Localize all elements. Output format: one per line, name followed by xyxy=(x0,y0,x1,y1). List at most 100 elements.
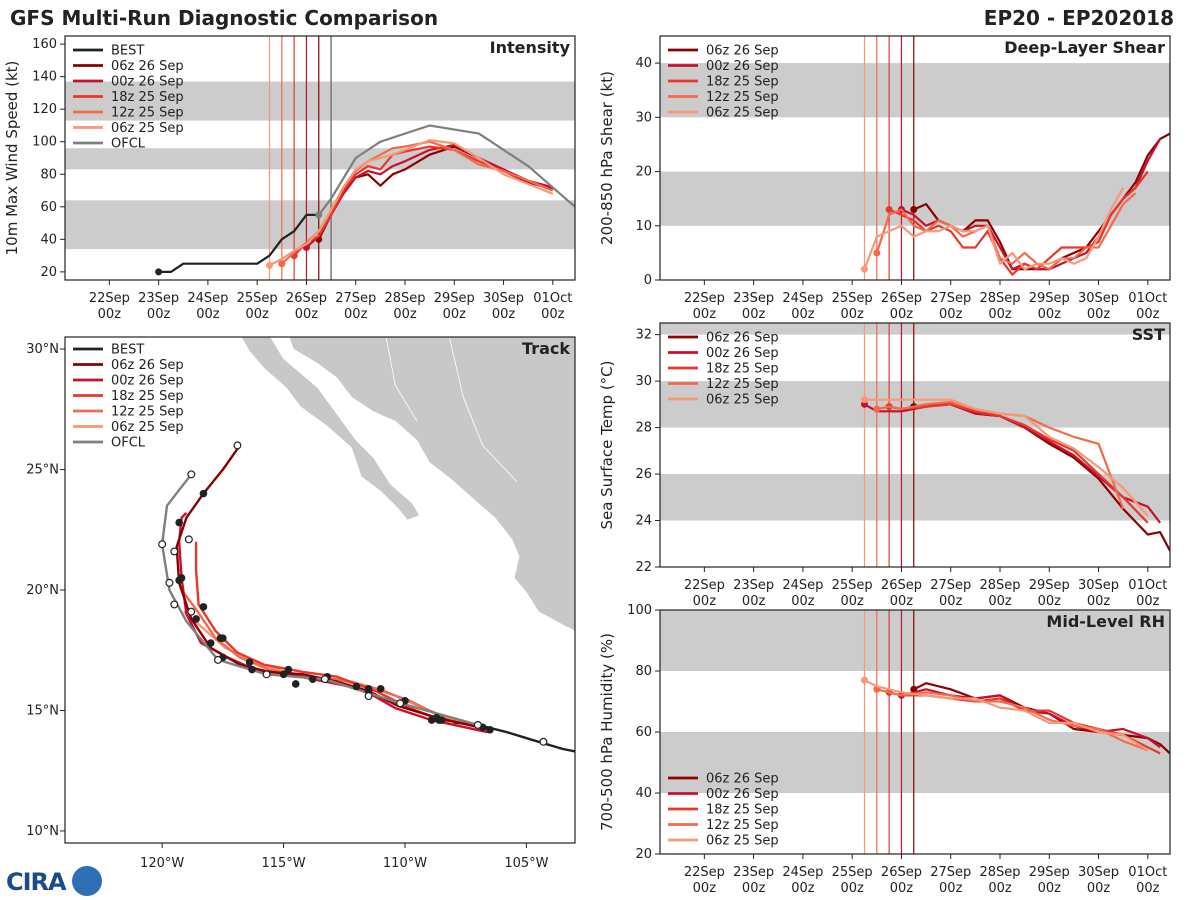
x-tick-label: 24Sep xyxy=(187,291,228,306)
x-tick-label: 27Sep xyxy=(930,865,971,880)
track-00z-26-sep xyxy=(177,512,488,734)
x-tick-label: 29Sep xyxy=(434,291,475,306)
y-axis-label: Sea Surface Temp (°C) xyxy=(598,360,616,529)
track-open-point-ofcl xyxy=(262,670,271,679)
panel-sst: 22242628303222Sep00z23Sep00z24Sep00z25Se… xyxy=(598,322,1171,609)
y-tick-label: 22 xyxy=(635,560,652,575)
cira-logo-emblem xyxy=(72,866,102,896)
map-area xyxy=(158,337,575,753)
x-tick-hour-label: 00z xyxy=(840,881,864,896)
x-tick-hour-label: 00z xyxy=(393,307,417,322)
x-tick-hour-label: 00z xyxy=(1038,307,1062,322)
track-point-12z-25-sep xyxy=(279,670,288,679)
x-tick-hour-label: 00z xyxy=(693,594,717,609)
y-tick-label: 20 xyxy=(635,847,652,862)
x-tick-label: 29Sep xyxy=(1029,865,1070,880)
y-tick-label: 140 xyxy=(32,70,57,85)
x-tick-hour-label: 00z xyxy=(742,881,766,896)
x-tick-label: 30Sep xyxy=(1078,291,1119,306)
y-tick-label: 32 xyxy=(635,328,652,343)
track-ofcl xyxy=(160,473,479,727)
x-tick-label: 28Sep xyxy=(979,291,1020,306)
x-tick-hour-label: 00z xyxy=(196,307,220,322)
legend-label: 06z 26 Sep xyxy=(706,772,779,787)
x-tick-label: 28Sep xyxy=(979,865,1020,880)
series-best xyxy=(158,213,319,273)
track-open-point-ofcl xyxy=(233,441,242,450)
y-tick-label: 30°N xyxy=(26,342,59,357)
track-point-00z-26-sep xyxy=(364,684,373,693)
track-open-point-ofcl xyxy=(320,675,329,684)
shaded-band xyxy=(65,148,575,170)
track-point-18z-25-sep xyxy=(199,603,208,611)
y-tick-label: 20 xyxy=(40,265,57,280)
x-tick-label: 23Sep xyxy=(733,578,774,593)
plot-area xyxy=(65,36,575,280)
x-tick-label: 23Sep xyxy=(733,865,774,880)
legend-label: 06z 26 Sep xyxy=(111,59,184,74)
panel-rh: 2040608010022Sep00z23Sep00z24Sep00z25Sep… xyxy=(598,603,1171,896)
y-tick-label: 60 xyxy=(635,725,652,740)
plot-area xyxy=(660,323,1170,567)
panel-title: SST xyxy=(1132,325,1165,344)
marker-ofcl xyxy=(315,211,323,219)
x-tick-label: 25Sep xyxy=(832,291,873,306)
plot-area xyxy=(660,36,1170,280)
legend-label: 18z 25 Sep xyxy=(111,90,184,105)
track-open-point-ofcl xyxy=(184,535,193,544)
track-06z-25-sep xyxy=(183,610,483,729)
x-tick-hour-label: 00z xyxy=(147,307,171,322)
page-title: GFS Multi-Run Diagnostic Comparison xyxy=(10,6,439,30)
y-tick-label: 60 xyxy=(40,200,57,215)
legend-label: 12z 25 Sep xyxy=(111,106,184,121)
land-mainland-mexico xyxy=(288,337,575,632)
x-tick-label: 01Oct xyxy=(1128,578,1167,593)
legend-label: 06z 25 Sep xyxy=(111,121,184,136)
series-06z-25-sep xyxy=(863,187,1125,271)
y-tick-label: 40 xyxy=(635,786,652,801)
x-tick-label: 26Sep xyxy=(881,578,922,593)
track-open-point-ofcl xyxy=(187,607,196,616)
track-open-point-ofcl xyxy=(214,655,223,664)
x-tick-hour-label: 00z xyxy=(939,594,963,609)
x-tick-label: 30Sep xyxy=(1078,578,1119,593)
track-06z-26-sep xyxy=(175,444,491,731)
axes-frame xyxy=(64,35,576,281)
x-tick-hour-label: 00z xyxy=(988,594,1012,609)
x-tick-label: 26Sep xyxy=(881,865,922,880)
x-tick-hour-label: 00z xyxy=(245,307,269,322)
x-tick-hour-label: 00z xyxy=(492,307,516,322)
legend-label: 18z 25 Sep xyxy=(706,75,779,90)
cira-logo-text: CIRA xyxy=(6,868,67,896)
x-tick-hour-label: 00z xyxy=(742,594,766,609)
y-tick-label: 30 xyxy=(635,110,652,125)
x-tick-hour-label: 00z xyxy=(693,881,717,896)
panel-shear: 01020304022Sep00z23Sep00z24Sep00z25Sep00… xyxy=(598,35,1171,322)
y-tick-label: 100 xyxy=(627,603,652,618)
x-tick-hour-label: 00z xyxy=(791,307,815,322)
series-12z-25-sep xyxy=(876,688,1149,752)
track-point-00z-26-sep xyxy=(291,680,300,688)
x-tick-hour-label: 00z xyxy=(1038,594,1062,609)
track-point-06z-26-sep xyxy=(199,489,208,498)
y-tick-label: 0 xyxy=(644,273,652,288)
shaded-band xyxy=(660,610,1170,671)
legend-label: 12z 25 Sep xyxy=(111,405,184,420)
y-tick-label: 15°N xyxy=(26,703,59,718)
y-tick-label: 100 xyxy=(32,135,57,150)
state-border xyxy=(385,337,418,422)
shaded-band xyxy=(660,171,1170,226)
marker-06z-25-sep xyxy=(860,676,868,684)
marker-06z-25-sep xyxy=(860,396,868,404)
x-tick-hour-label: 00z xyxy=(693,307,717,322)
legend-label: 00z 26 Sep xyxy=(706,787,779,802)
x-tick-hour-label: 00z xyxy=(1087,881,1111,896)
legend-label: OFCL xyxy=(111,137,146,152)
y-tick-label: 24 xyxy=(635,514,652,529)
legend-label: 06z 25 Sep xyxy=(706,106,779,121)
x-tick-label: 27Sep xyxy=(335,291,376,306)
x-tick-hour-label: 00z xyxy=(840,307,864,322)
legend-label: 12z 25 Sep xyxy=(706,818,779,833)
track-point-06z-25-sep xyxy=(245,658,254,667)
